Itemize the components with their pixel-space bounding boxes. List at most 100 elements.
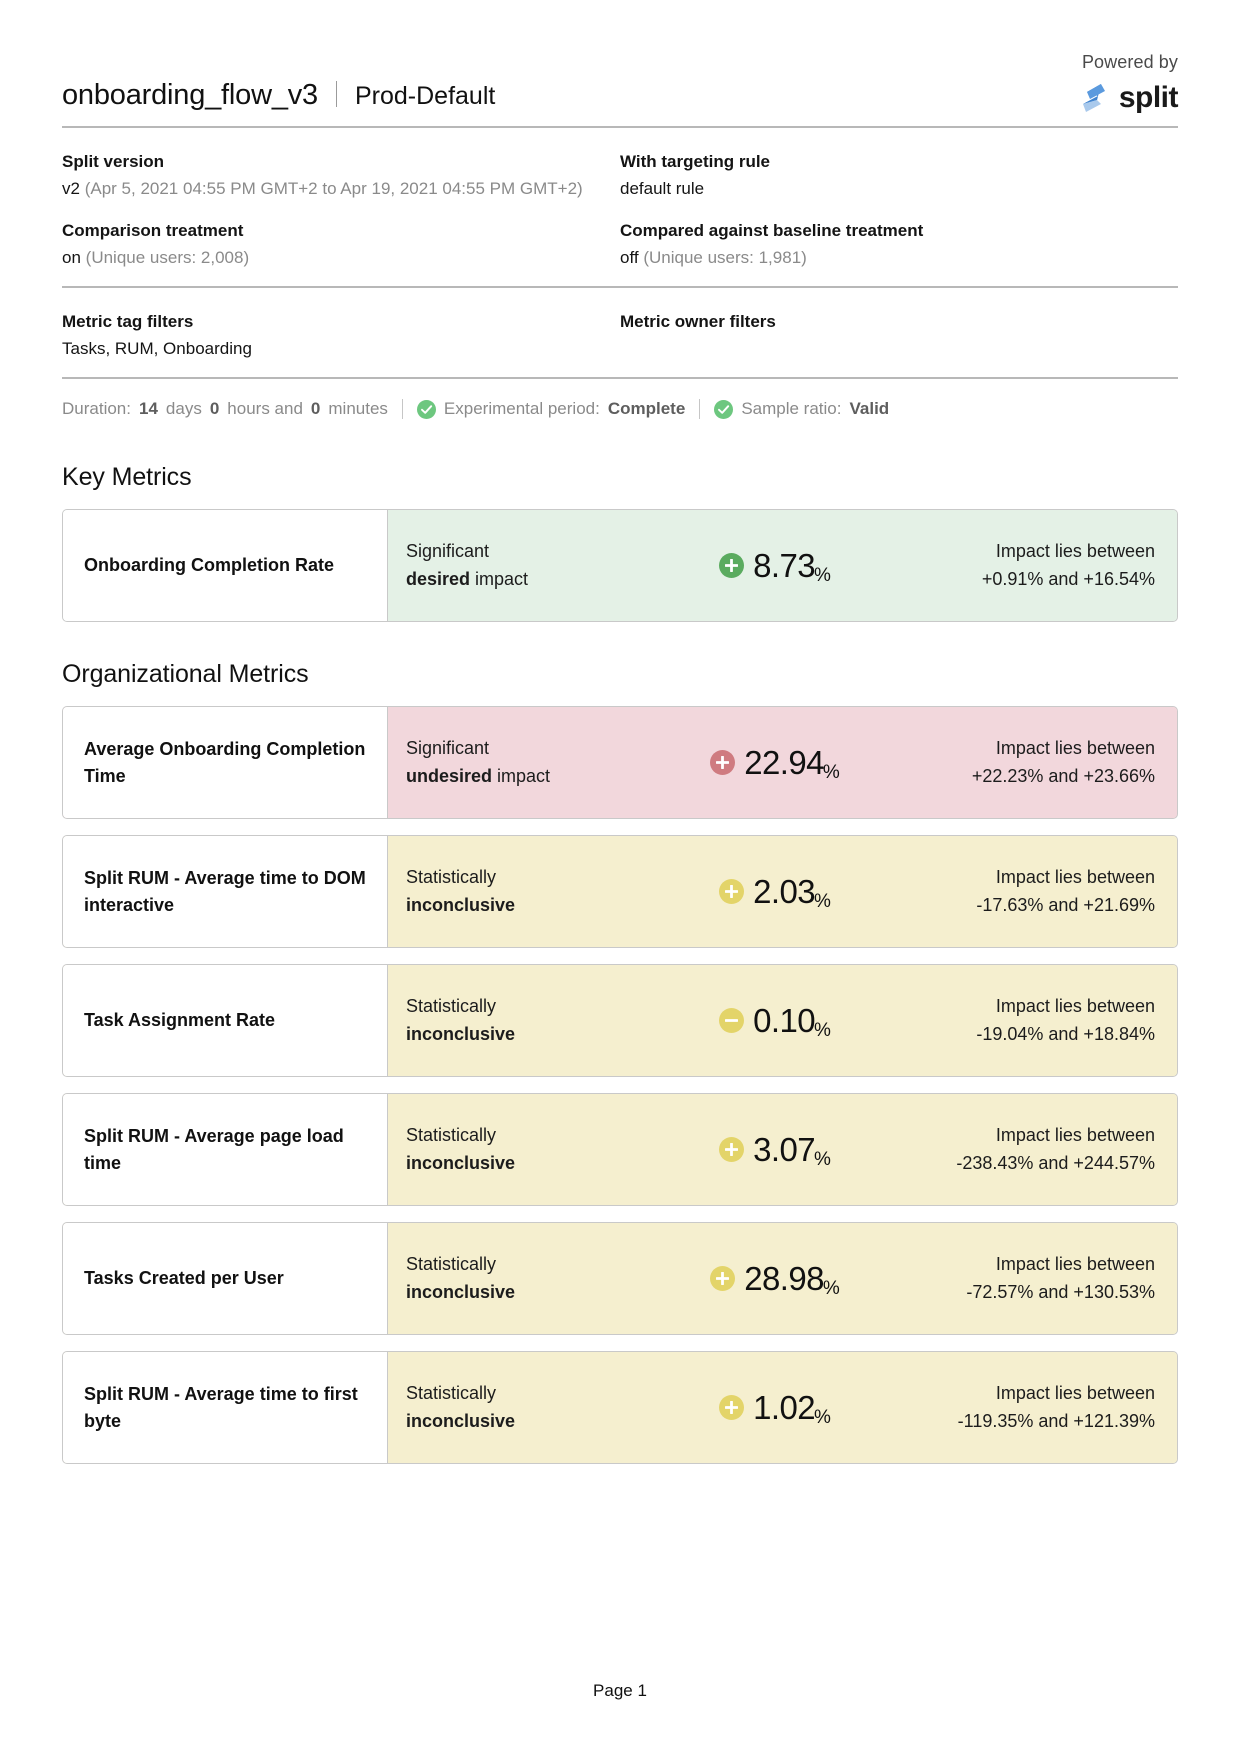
metric-name-cell: Split RUM - Average page load time — [63, 1094, 388, 1205]
verdict-text: Statistically inconclusive — [406, 1122, 652, 1178]
impact-range-line-1: Impact lies between — [995, 995, 1155, 1016]
report-title-row: onboarding_flow_v3 Prod-Default — [62, 78, 1178, 112]
title-separator — [335, 81, 337, 107]
metric-row[interactable]: Tasks Created per User Statistically incon… — [62, 1222, 1178, 1335]
impact-number: 8.73 — [753, 546, 815, 584]
duration-minutes: 0 — [310, 399, 321, 418]
impact-number: 0.10 — [753, 1001, 815, 1039]
metric-name-cell: Tasks Created per User — [63, 1223, 388, 1334]
status-strip: Duration: 14 days 0 hours and 0 minutes … — [62, 379, 1178, 425]
meta-value-strong: default rule — [620, 179, 705, 198]
impact-range-line-1: Impact lies between — [995, 1253, 1155, 1274]
impact-number: 22.94 — [744, 743, 824, 781]
impact-percent-sign: % — [822, 761, 840, 783]
impact-number: 2.03 — [753, 872, 815, 910]
impact-number-wrap: 0.10% — [753, 1001, 831, 1041]
metric-row[interactable]: Split RUM - Average time to DOM interact… — [62, 835, 1178, 948]
verdict-emphasis: inconclusive — [406, 1281, 516, 1302]
meta-value-muted: (Unique users: 1,981) — [643, 248, 807, 267]
sample-ratio-value: Valid — [849, 399, 890, 418]
impact-percent-sign: % — [813, 890, 831, 912]
metric-row[interactable]: Task Assignment Rate Statistically inconcl… — [62, 964, 1178, 1077]
duration-prefix: Duration: — [62, 399, 131, 418]
verdict-emphasis: inconclusive — [406, 894, 516, 915]
meta-label: With targeting rule — [620, 152, 771, 171]
check-circle-icon — [416, 399, 436, 419]
meta-value: off (Unique users: 1,981) — [620, 248, 1158, 268]
impact-range-line-1: Impact lies between — [995, 540, 1155, 561]
powered-by-label: Powered by — [1081, 52, 1178, 72]
metric-row[interactable]: Split RUM - Average page load time Statis… — [62, 1093, 1178, 1206]
impact-value-group: 2.03% — [652, 872, 898, 912]
verdict-text: Statistically inconclusive — [406, 1380, 652, 1436]
meta-column-right-filters: Metric owner filters — [620, 312, 1178, 359]
metric-body: Significant undesired impact 22.94% Impact … — [388, 707, 1177, 818]
report-header: Powered by split onboarding_flow_v3 Prod… — [62, 0, 1179, 128]
impact-number-wrap: 1.02% — [753, 1391, 831, 1428]
impact-number-wrap: 2.03% — [753, 872, 831, 912]
meta-column-right: With targeting rule default rule Compare… — [620, 152, 1178, 268]
plus-circle-icon — [719, 879, 745, 904]
verdict-line-2: undesired impact — [406, 763, 652, 791]
metric-name: Tasks Created per User — [84, 1268, 284, 1289]
meta-label: Metric owner filters — [620, 312, 776, 331]
impact-range: Impact lies between -119.35% and +121.39% — [898, 1380, 1159, 1436]
check-circle-icon — [714, 399, 734, 419]
metric-row[interactable]: Average Onboarding Comple­tion Time Signi… — [62, 706, 1178, 819]
duration-hours-unit: hours and — [227, 399, 303, 418]
impact-range: Impact lies between -238.43% and +244.57% — [898, 1122, 1159, 1178]
verdict-emphasis: inconclusive — [406, 1410, 516, 1431]
metric-row[interactable]: Onboarding Completion Rate Significant des… — [62, 509, 1178, 622]
plus-circle-icon — [719, 1137, 745, 1162]
impact-value-group: 8.73% — [652, 546, 898, 586]
impact-percent-sign: % — [813, 564, 831, 586]
meta-value-strong: on — [62, 248, 81, 267]
impact-number-wrap: 22.94% — [744, 743, 840, 783]
impact-range: Impact lies between +0.91% and +16.54% — [898, 538, 1159, 594]
verdict-line-1: Statistically — [406, 1124, 497, 1145]
impact-range: Impact lies between -19.04% and +18.84% — [898, 993, 1159, 1049]
meta-item-targeting-rule: With targeting rule default rule — [620, 152, 1158, 199]
impact-percent-sign: % — [813, 1406, 831, 1428]
duration-days-unit: days — [165, 399, 202, 418]
verdict-text: Significant desired impact — [406, 538, 652, 594]
metric-body: Statistically inconclusive 2.03% Impact lie… — [388, 836, 1177, 947]
brand-name: split — [1118, 81, 1179, 114]
plus-circle-icon — [719, 553, 745, 578]
verdict-tail: impact — [492, 765, 551, 786]
verdict-line-2: desired impact — [406, 566, 652, 594]
meta-item-baseline-treatment: Compared against baseline treatment off … — [620, 221, 1158, 268]
split-name: onboarding_flow_v3 — [62, 79, 318, 111]
meta-item-comparison-treatment: Comparison treatment on (Unique users: 2… — [62, 221, 600, 268]
meta-label: Compared against baseline treatment — [620, 221, 924, 240]
duration-minutes-unit: minutes — [328, 399, 388, 418]
meta-item-metric-tag-filters: Metric tag filters Tasks, RUM, Onboardin… — [62, 312, 600, 359]
impact-range-line-2: +22.23% and +23.66% — [971, 765, 1155, 786]
verdict-text: Statistically inconclusive — [406, 864, 652, 920]
verdict-line-1: Significant — [406, 737, 490, 758]
metric-body: Statistically inconclusive 0.10% Impact lie… — [388, 965, 1177, 1076]
verdict-tail: impact — [470, 568, 529, 589]
status-divider-1 — [401, 399, 403, 419]
section-title: Key Metrics — [62, 463, 192, 491]
impact-number-wrap: 8.73% — [753, 546, 831, 586]
impact-range-line-1: Impact lies between — [995, 737, 1155, 758]
impact-range-line-1: Impact lies between — [995, 1382, 1155, 1403]
verdict-line-1: Statistically — [406, 995, 497, 1016]
meta-item-split-version: Split version v2 (Apr 5, 2021 04:55 PM G… — [62, 152, 600, 199]
metric-row[interactable]: Split RUM - Average time to first byte St… — [62, 1351, 1178, 1464]
impact-percent-sign: % — [813, 1148, 831, 1170]
metric-name: Task Assignment Rate — [84, 1010, 276, 1031]
meta-block-primary: Split version v2 (Apr 5, 2021 04:55 PM G… — [62, 128, 1178, 288]
meta-label: Comparison treatment — [62, 221, 244, 240]
metric-name: Onboarding Completion Rate — [84, 555, 334, 576]
meta-value-strong: v2 — [62, 179, 80, 198]
verdict-text: Significant undesired impact — [406, 735, 652, 791]
impact-range-line-1: Impact lies between — [995, 1124, 1155, 1145]
impact-range-line-2: -119.35% and +121.39% — [957, 1410, 1155, 1431]
meta-column-left-filters: Metric tag filters Tasks, RUM, Onboardin… — [62, 312, 620, 359]
sample-ratio-label: Sample ratio: — [741, 399, 842, 418]
verdict-text: Statistically inconclusive — [406, 1251, 652, 1307]
impact-number-wrap: 28.98% — [744, 1262, 840, 1299]
status-duration: Duration: 14 days 0 hours and 0 minutes — [62, 399, 388, 419]
